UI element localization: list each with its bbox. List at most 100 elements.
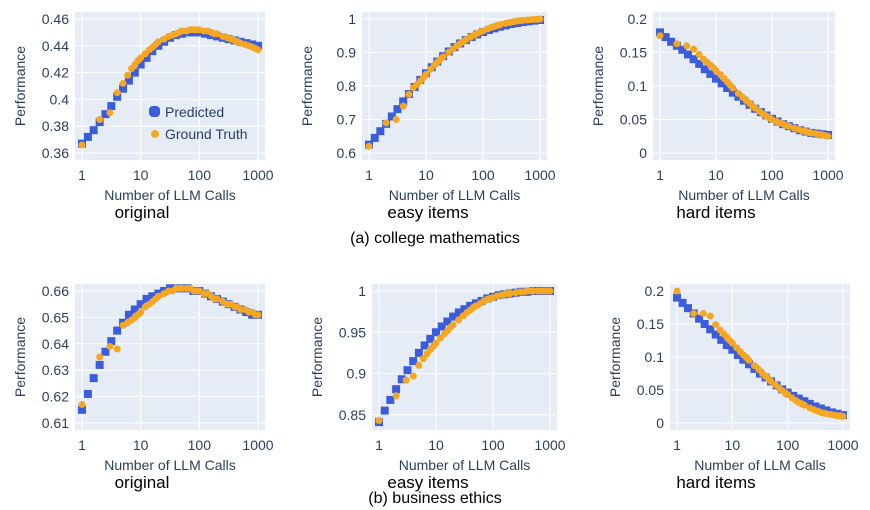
- x-axis-title: Number of LLM Calls: [694, 457, 826, 473]
- x-tick-label: 1: [78, 437, 86, 453]
- legend-ground-truth-label: Ground Truth: [165, 126, 248, 142]
- predicted-point: [437, 322, 446, 331]
- predicted-point: [124, 310, 133, 319]
- ground-truth-point: [402, 376, 410, 384]
- predicted-point: [89, 126, 98, 135]
- ground-truth-point: [449, 321, 457, 329]
- x-tick-label: 10: [133, 167, 149, 183]
- ground-truth-point: [254, 46, 262, 54]
- predicted-point: [432, 328, 440, 337]
- ground-truth-point: [113, 89, 121, 97]
- predicted-point: [148, 292, 157, 301]
- subplot-caption: hard items: [676, 203, 755, 222]
- predicted-point: [95, 360, 104, 369]
- ground-truth-point: [213, 295, 221, 303]
- predicted-point: [794, 394, 803, 403]
- predicted-point: [712, 74, 720, 83]
- predicted-point: [420, 341, 429, 350]
- subplot-caption: hard items: [676, 473, 755, 492]
- ground-truth-point: [699, 309, 707, 317]
- ground-truth-point: [409, 372, 417, 380]
- ground-truth-point: [536, 15, 544, 23]
- y-tick-label: 0.42: [42, 65, 69, 81]
- legend-ground-truth-marker: [151, 130, 159, 138]
- ground-truth-point: [824, 132, 832, 140]
- predicted-point: [678, 298, 687, 307]
- y-tick-label: 0.2: [628, 11, 648, 27]
- x-tick-label: 1: [78, 167, 86, 183]
- ground-truth-point: [213, 30, 221, 38]
- y-tick-label: 0.1: [628, 78, 648, 94]
- ground-truth-point: [405, 90, 413, 98]
- ground-truth-point: [382, 119, 390, 127]
- x-tick-label: 100: [471, 167, 495, 183]
- predicted-point: [142, 53, 151, 62]
- x-tick-label: 100: [188, 167, 212, 183]
- x-tick-label: 100: [760, 167, 784, 183]
- predicted-point: [376, 127, 385, 136]
- y-tick-label: 0.2: [645, 283, 665, 299]
- x-tick-label: 10: [708, 167, 724, 183]
- predicted-point: [695, 314, 704, 323]
- x-tick-label: 10: [133, 437, 149, 453]
- y-axis-title: Performance: [607, 317, 623, 397]
- x-tick-label: 100: [481, 437, 505, 453]
- predicted-point: [124, 76, 133, 85]
- ground-truth-point: [78, 141, 86, 149]
- ground-truth-point: [712, 67, 720, 75]
- ground-truth-point: [375, 417, 383, 425]
- y-tick-label: 0.62: [42, 389, 69, 405]
- predicted-point: [119, 84, 128, 93]
- predicted-point: [426, 334, 435, 343]
- x-tick-label: 1000: [242, 167, 273, 183]
- x-tick-label: 1: [656, 167, 664, 183]
- subplot-caption: easy items: [387, 203, 468, 222]
- predicted-point: [723, 84, 732, 93]
- y-tick-label: 0.4: [50, 91, 70, 107]
- ground-truth-point: [106, 342, 114, 350]
- x-tick-label: 10: [418, 167, 434, 183]
- y-tick-label: 0.05: [620, 112, 647, 128]
- y-tick-label: 0.46: [42, 11, 69, 27]
- predicted-point: [83, 389, 92, 398]
- predicted-point: [744, 360, 753, 369]
- ground-truth-point: [432, 339, 440, 347]
- ground-truth-point: [154, 38, 162, 46]
- predicted-point: [443, 317, 452, 326]
- y-tick-label: 0.36: [42, 145, 69, 161]
- ground-truth-point: [119, 79, 127, 87]
- predicted-point: [397, 375, 406, 384]
- group-caption-b: (b) business ethics: [368, 490, 501, 507]
- predicted-point: [739, 355, 748, 364]
- predicted-point: [403, 366, 412, 375]
- x-tick-label: 100: [188, 437, 212, 453]
- predicted-point: [728, 345, 737, 354]
- y-tick-label: 0.66: [42, 283, 69, 299]
- y-axis-title: Performance: [12, 46, 28, 126]
- x-axis-title: Number of LLM Calls: [399, 457, 531, 473]
- x-axis-title: Number of LLM Calls: [104, 187, 236, 203]
- y-tick-label: 0.6: [337, 145, 357, 161]
- predicted-point: [113, 92, 122, 101]
- ground-truth-point: [745, 356, 753, 364]
- ground-truth-point: [96, 353, 104, 361]
- predicted-point: [78, 405, 86, 414]
- predicted-point: [678, 45, 687, 54]
- ground-truth-point: [734, 89, 742, 97]
- ground-truth-point: [415, 361, 423, 369]
- ground-truth-point: [422, 70, 430, 78]
- x-tick-label: 1000: [534, 437, 565, 453]
- subplot-caption: original: [115, 203, 170, 222]
- predicted-point: [673, 293, 681, 302]
- x-tick-label: 1: [375, 437, 383, 453]
- y-tick-label: 0.63: [42, 362, 69, 378]
- ground-truth-point: [365, 142, 373, 150]
- y-tick-label: 0.1: [645, 349, 665, 365]
- y-tick-label: 0.15: [637, 316, 664, 332]
- y-tick-label: 0.8: [337, 78, 357, 94]
- y-axis-title: Performance: [299, 46, 315, 126]
- predicted-point: [83, 132, 92, 141]
- predicted-point: [386, 395, 395, 404]
- x-axis-title: Number of LLM Calls: [389, 187, 521, 203]
